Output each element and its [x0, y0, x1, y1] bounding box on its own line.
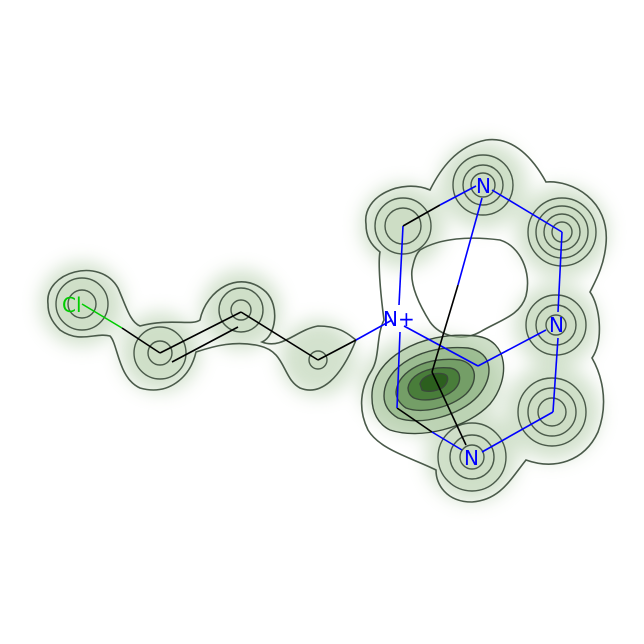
bond-ctop-ntop-n: [439, 185, 477, 206]
density-halo: [40, 141, 608, 502]
atom-labels: Cl N+ N N N: [62, 174, 564, 470]
density-contours: [47, 138, 607, 503]
atom-label-cl: Cl: [62, 293, 82, 317]
bond-cright-nright: [557, 231, 563, 313]
contour-inner-hole: [410, 237, 529, 338]
bond-c2-c3: [240, 311, 319, 361]
central-density-lobe: [371, 334, 505, 435]
bond-ntop-cmid: [457, 197, 483, 286]
atom-label-n-right: N: [549, 313, 564, 337]
bond-c1-c2-double: [171, 326, 239, 363]
bond-c3-nplus: [317, 339, 357, 361]
bond-nbottom-cbl-c: [396, 407, 433, 433]
bond-nplus-ctop: [398, 225, 404, 306]
atom-label-n-top: N: [476, 174, 491, 198]
bonds: [81, 185, 563, 453]
bond-ctop-ntop: [402, 204, 441, 227]
bond-ntop-cright: [491, 189, 563, 233]
bond-ccenter-nright: [477, 329, 547, 367]
bond-cbl-nplus: [396, 331, 401, 409]
atom-label-n-plus: N+: [383, 307, 415, 331]
bond-c1-c2: [159, 311, 242, 354]
contour-right: [360, 138, 607, 503]
bond-cl-c1: [81, 303, 123, 329]
bond-nplus-ccenter: [403, 325, 479, 367]
bond-cl-c1-carbon: [121, 327, 161, 354]
bond-c3-nplus-n: [355, 319, 393, 341]
atom-label-n-bottom: N: [464, 446, 479, 470]
bond-cbr-nbottom: [481, 411, 554, 453]
bond-nbottom-cbl: [431, 431, 463, 451]
bond-cmid-cdeep: [431, 284, 459, 373]
bond-cdeep-nbottom: [431, 371, 467, 446]
contour-left: [47, 269, 357, 391]
bond-nright-cbr: [552, 337, 559, 413]
